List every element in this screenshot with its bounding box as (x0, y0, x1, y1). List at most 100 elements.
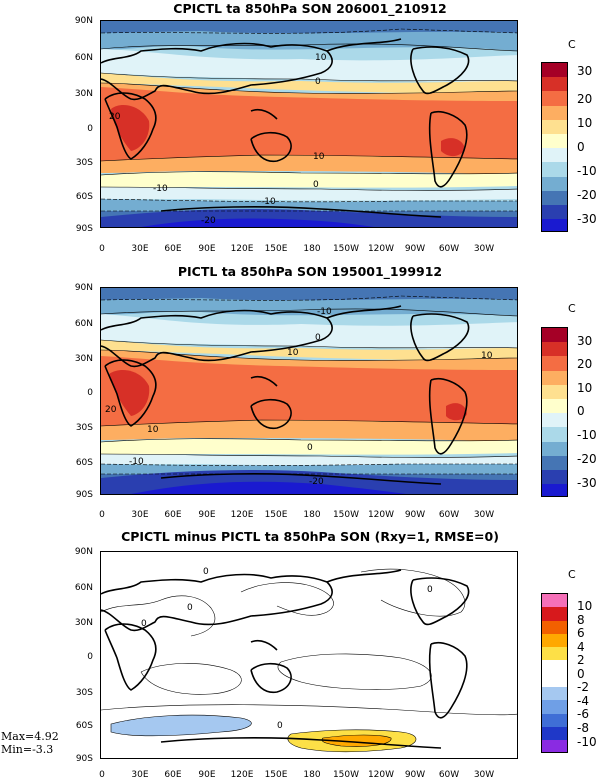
colorbar-label: 0 (577, 140, 585, 154)
contour-label: 0 (315, 333, 321, 343)
contour-label: 20 (109, 112, 121, 122)
contour-label: 0 (203, 567, 209, 577)
y-axis-label: 90S (75, 754, 93, 764)
x-axis-label: 120E (230, 510, 254, 520)
y-axis-label: 0 (87, 652, 93, 662)
y-axis-label: 30S (75, 688, 93, 698)
x-axis-label: 150W (332, 770, 360, 780)
colorbar-label: 10 (577, 381, 593, 395)
colorbar-label: 6 (577, 626, 585, 640)
x-axis-label: 150E (264, 770, 288, 780)
y-axis-label: 90N (74, 16, 93, 26)
contour-label: -10 (261, 197, 276, 207)
map-plot: 0 0 0 0 0 (100, 551, 518, 759)
colorbar (541, 327, 568, 497)
colorbar-label: 4 (577, 640, 585, 654)
colorbar-label: -10 (577, 164, 597, 178)
x-axis-label: 90W (404, 244, 426, 254)
y-axis-label: 90S (75, 224, 93, 234)
contour-label: 0 (315, 77, 321, 87)
stats-min: Min=-3.3 (1, 743, 54, 756)
contour-label: -10 (317, 307, 332, 317)
colorbar-unit: C (568, 568, 576, 581)
colorbar-label: 8 (577, 613, 585, 627)
contour-label: -20 (309, 477, 324, 487)
y-axis-label: 30S (75, 423, 93, 433)
x-axis-label: 30E (131, 770, 149, 780)
x-axis-label: 120W (367, 770, 395, 780)
x-axis-label: 0 (99, 770, 105, 780)
temperature-field: -10 0 10 20 10 0 -10 -20 10 (101, 288, 517, 494)
colorbar-label: -2 (577, 680, 589, 694)
colorbar-label: -10 (577, 735, 597, 749)
colorbar (541, 593, 568, 753)
contour-label: 0 (313, 180, 319, 190)
colorbar-label: -20 (577, 188, 597, 202)
contour-label: 10 (287, 348, 299, 358)
y-axis-label: 60N (74, 53, 93, 63)
x-axis-label: 60E (164, 510, 182, 520)
colorbar-label: -20 (577, 452, 597, 466)
x-axis-label: 120E (230, 244, 254, 254)
x-axis-label: 180 (303, 770, 321, 780)
x-axis-label: 30W (473, 244, 495, 254)
colorbar-label: -30 (577, 476, 597, 490)
y-axis-label: 0 (87, 124, 93, 134)
y-axis-label: 0 (87, 388, 93, 398)
colorbar-label: 0 (577, 404, 585, 418)
colorbar-label: 2 (577, 653, 585, 667)
x-axis-label: 30E (131, 510, 149, 520)
colorbar-label: 20 (577, 92, 593, 106)
contour-label: 0 (141, 619, 147, 629)
x-axis-label: 30W (473, 510, 495, 520)
y-axis-label: 90S (75, 490, 93, 500)
temperature-field: -10 0 10 20 10 0 -10 -20 (101, 21, 517, 227)
colorbar-label: -4 (577, 694, 589, 708)
x-axis-label: 90E (198, 244, 216, 254)
x-axis-label: 90E (198, 770, 216, 780)
colorbar-label: 10 (577, 599, 593, 613)
contour-label: 20 (105, 405, 117, 415)
x-axis-label: 150W (332, 244, 360, 254)
x-axis-label: 180 (303, 244, 321, 254)
x-axis-label: 150E (264, 510, 288, 520)
x-axis-label: 0 (99, 510, 105, 520)
contour-label: 10 (315, 53, 327, 63)
colorbar-label: 30 (577, 64, 593, 78)
x-axis-label: 60W (438, 244, 460, 254)
x-axis-label: 90E (198, 510, 216, 520)
colorbar-label: -6 (577, 707, 589, 721)
colorbar-label: 30 (577, 334, 593, 348)
y-axis-label: 90N (74, 547, 93, 557)
contour-label: 10 (147, 425, 159, 435)
contour-label: 0 (277, 721, 283, 731)
colorbar-label: 20 (577, 357, 593, 371)
y-axis-label: 60N (74, 319, 93, 329)
y-axis-label: 60S (75, 721, 93, 731)
contour-label: -10 (129, 457, 144, 467)
x-axis-label: 30E (131, 244, 149, 254)
x-axis-label: 180 (303, 510, 321, 520)
y-axis-label: 60N (74, 583, 93, 593)
contour-label: -20 (201, 216, 216, 226)
colorbar-label: 0 (577, 667, 585, 681)
y-axis-label: 60S (75, 192, 93, 202)
x-axis-label: 60E (164, 244, 182, 254)
x-axis-label: 120W (367, 244, 395, 254)
x-axis-label: 0 (99, 244, 105, 254)
x-axis-label: 150W (332, 510, 360, 520)
colorbar-label: -10 (577, 428, 597, 442)
contour-label: -10 (153, 184, 168, 194)
colorbar-unit: C (568, 38, 576, 51)
x-axis-label: 30W (473, 770, 495, 780)
panel-title: PICTL ta 850hPa SON 195001_199912 (177, 264, 443, 279)
x-axis-label: 60W (438, 770, 460, 780)
x-axis-label: 120W (367, 510, 395, 520)
contour-label: 10 (481, 351, 493, 361)
panel-title: CPICTL ta 850hPa SON 206001_210912 (173, 1, 447, 16)
x-axis-label: 90W (404, 510, 426, 520)
colorbar-label: 10 (577, 116, 593, 130)
y-axis-label: 30N (74, 354, 93, 364)
temperature-difference-field: 0 0 0 0 0 (101, 552, 517, 758)
contour-label: 0 (427, 585, 433, 595)
